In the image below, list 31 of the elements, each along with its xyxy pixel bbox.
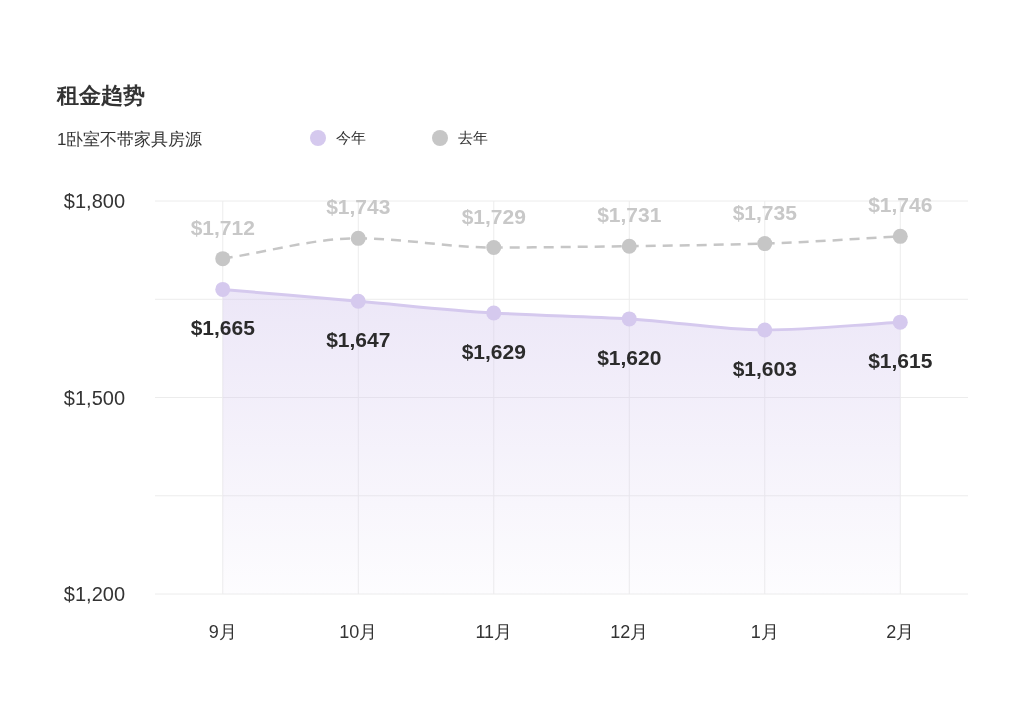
x-tick-label: 12月 bbox=[610, 622, 649, 642]
point bbox=[892, 314, 908, 330]
chart-subtitle: 1卧室不带家具房源 bbox=[57, 130, 203, 149]
x-tick-label: 9月 bbox=[208, 622, 237, 642]
data-label: $1,615 bbox=[868, 349, 933, 373]
legend-label: 今年 bbox=[336, 129, 366, 146]
y-tick-label: $1,500 bbox=[63, 386, 125, 409]
point bbox=[621, 311, 637, 327]
x-tick-label: 11月 bbox=[475, 622, 513, 642]
y-tick-label: $1,200 bbox=[63, 583, 125, 605]
x-tick-label: 1月 bbox=[750, 622, 779, 642]
x-tick-label: 10月 bbox=[339, 622, 378, 642]
point bbox=[215, 251, 231, 267]
point bbox=[892, 228, 908, 244]
point bbox=[757, 322, 773, 338]
legend-label: 去年 bbox=[458, 129, 488, 146]
chart-title: 租金趋势 bbox=[56, 83, 145, 108]
point bbox=[621, 238, 637, 254]
y-tick-label: $1,800 bbox=[63, 190, 125, 212]
data-label: $1,603 bbox=[732, 357, 797, 381]
x-tick-label: 2月 bbox=[886, 622, 915, 642]
data-label: $1,629 bbox=[461, 340, 526, 364]
point bbox=[486, 305, 502, 321]
point bbox=[350, 293, 366, 309]
point bbox=[757, 236, 773, 252]
point bbox=[486, 240, 502, 256]
point bbox=[215, 281, 231, 297]
point bbox=[350, 230, 366, 246]
data-label: $1,647 bbox=[326, 328, 391, 352]
data-label: $1,665 bbox=[190, 316, 256, 340]
data-label: $1,620 bbox=[597, 345, 662, 369]
